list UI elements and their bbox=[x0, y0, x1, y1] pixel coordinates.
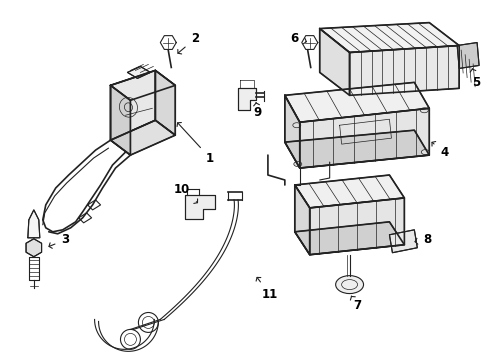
Polygon shape bbox=[111, 85, 130, 155]
Polygon shape bbox=[155, 71, 175, 135]
Polygon shape bbox=[390, 230, 417, 253]
Polygon shape bbox=[295, 175, 404, 208]
Polygon shape bbox=[238, 88, 256, 110]
Text: 5: 5 bbox=[470, 69, 480, 89]
Text: 2: 2 bbox=[178, 32, 199, 54]
Polygon shape bbox=[300, 108, 429, 168]
Ellipse shape bbox=[336, 276, 364, 293]
Polygon shape bbox=[319, 28, 349, 95]
Polygon shape bbox=[295, 185, 310, 255]
Polygon shape bbox=[295, 222, 404, 255]
Polygon shape bbox=[310, 198, 404, 255]
Text: 1: 1 bbox=[177, 122, 214, 165]
Text: 11: 11 bbox=[256, 278, 278, 301]
Ellipse shape bbox=[294, 162, 302, 167]
Text: 7: 7 bbox=[350, 296, 362, 312]
Ellipse shape bbox=[293, 123, 301, 128]
Ellipse shape bbox=[421, 150, 429, 154]
Polygon shape bbox=[26, 239, 42, 257]
Polygon shape bbox=[111, 71, 175, 100]
Polygon shape bbox=[127, 67, 150, 78]
Text: 6: 6 bbox=[291, 32, 306, 45]
Text: 4: 4 bbox=[432, 141, 448, 159]
Polygon shape bbox=[28, 210, 40, 238]
Text: 10: 10 bbox=[174, 184, 197, 203]
Ellipse shape bbox=[420, 108, 428, 113]
Polygon shape bbox=[111, 71, 155, 140]
Polygon shape bbox=[285, 130, 429, 168]
Text: 8: 8 bbox=[415, 233, 431, 246]
Polygon shape bbox=[349, 45, 459, 95]
Polygon shape bbox=[185, 195, 215, 219]
Text: 9: 9 bbox=[254, 103, 262, 119]
Polygon shape bbox=[319, 23, 459, 53]
Polygon shape bbox=[111, 120, 175, 155]
Polygon shape bbox=[285, 82, 429, 122]
Text: 3: 3 bbox=[49, 233, 70, 248]
Polygon shape bbox=[457, 42, 479, 68]
Polygon shape bbox=[285, 95, 300, 168]
